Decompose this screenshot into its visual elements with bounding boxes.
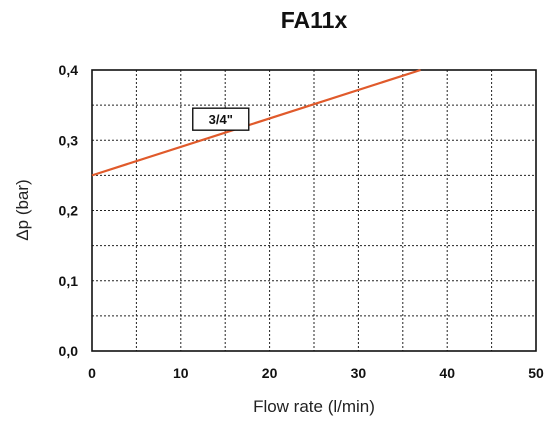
- chart-title: FA11x: [281, 7, 348, 33]
- y-tick-label: 0,2: [59, 203, 79, 219]
- series-label-box: [192, 107, 250, 131]
- y-tick-label: 0,4: [59, 62, 79, 78]
- series-line: [91, 68, 421, 177]
- tick-labels: 0 10 20 30 40 50 0,0 0,1 0,2 0,3 0,4: [59, 62, 544, 381]
- series: 3/4": [91, 68, 421, 177]
- x-tick-label: 40: [439, 365, 455, 381]
- y-tick-label: 0,1: [59, 273, 79, 289]
- y-axis-label: Δp (bar): [13, 179, 32, 240]
- x-tick-label: 10: [173, 365, 189, 381]
- series-label: 3/4": [209, 112, 233, 127]
- x-tick-label: 20: [262, 365, 278, 381]
- x-tick-label: 50: [528, 365, 544, 381]
- x-tick-label: 30: [351, 365, 367, 381]
- y-tick-label: 0,3: [59, 132, 79, 148]
- y-tick-label: 0,0: [59, 343, 79, 359]
- grid: [92, 70, 536, 351]
- x-axis-label: Flow rate (l/min): [253, 397, 375, 416]
- plot-frame: [91, 69, 537, 352]
- x-tick-label: 0: [88, 365, 96, 381]
